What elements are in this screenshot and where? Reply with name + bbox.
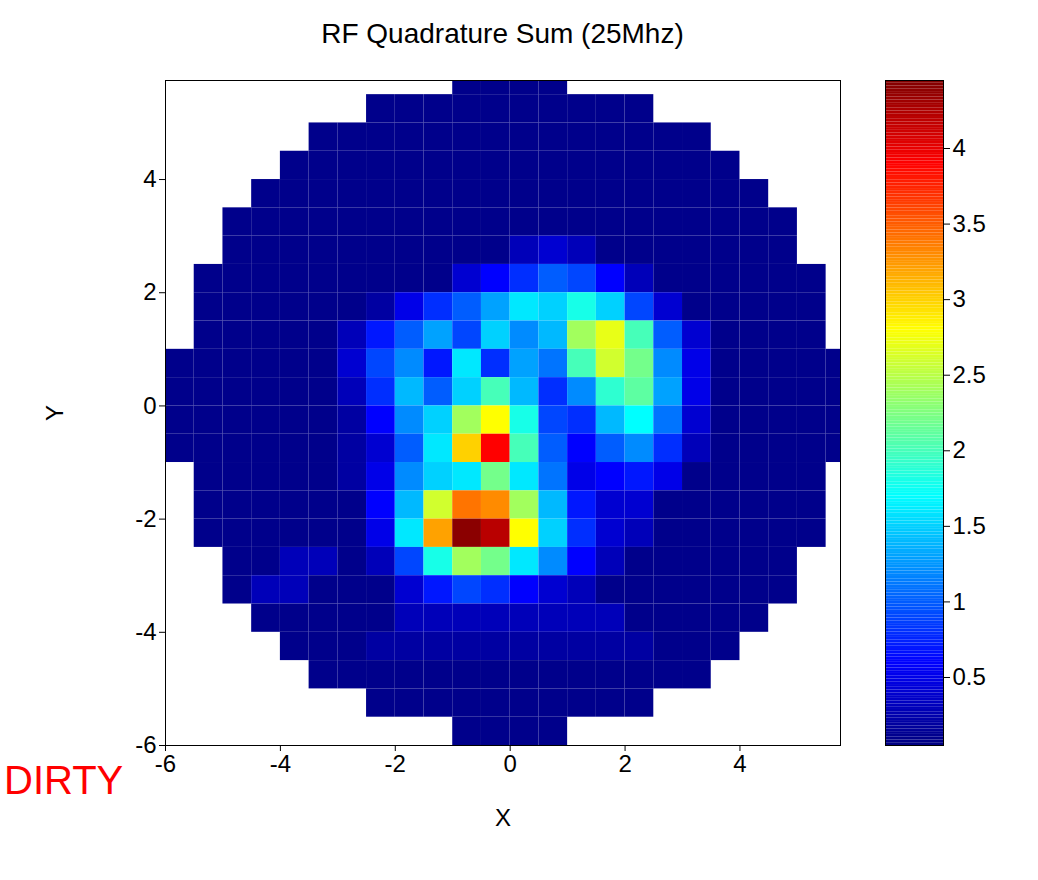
svg-text:2: 2	[953, 436, 966, 463]
svg-text:-2: -2	[135, 505, 156, 532]
svg-text:Y: Y	[41, 405, 68, 421]
html-text:RF Quadrature Sum (25Mhz): RF Quadrature Sum (25Mhz)	[321, 18, 684, 49]
svg-text:0.5: 0.5	[953, 663, 986, 690]
svg-text:X: X	[495, 804, 511, 831]
svg-text:-2: -2	[385, 750, 406, 777]
svg-text:-6: -6	[135, 731, 156, 758]
svg-text:2.5: 2.5	[953, 361, 986, 388]
svg-text:4: 4	[143, 165, 156, 192]
svg-text:4: 4	[953, 134, 966, 161]
svg-text:4: 4	[733, 750, 746, 777]
svg-text:-6: -6	[155, 750, 176, 777]
svg-text:1: 1	[953, 588, 966, 615]
svg-text:3.5: 3.5	[953, 210, 986, 237]
svg-text:-4: -4	[135, 618, 156, 645]
svg-text:0: 0	[504, 750, 517, 777]
svg-text:0: 0	[143, 392, 156, 419]
svg-text:-4: -4	[270, 750, 291, 777]
svg-text:2: 2	[143, 278, 156, 305]
svg-text:3: 3	[953, 285, 966, 312]
svg-text:2: 2	[618, 750, 631, 777]
svg-text:1.5: 1.5	[953, 512, 986, 539]
html-text:DIRTY: DIRTY	[4, 758, 124, 802]
